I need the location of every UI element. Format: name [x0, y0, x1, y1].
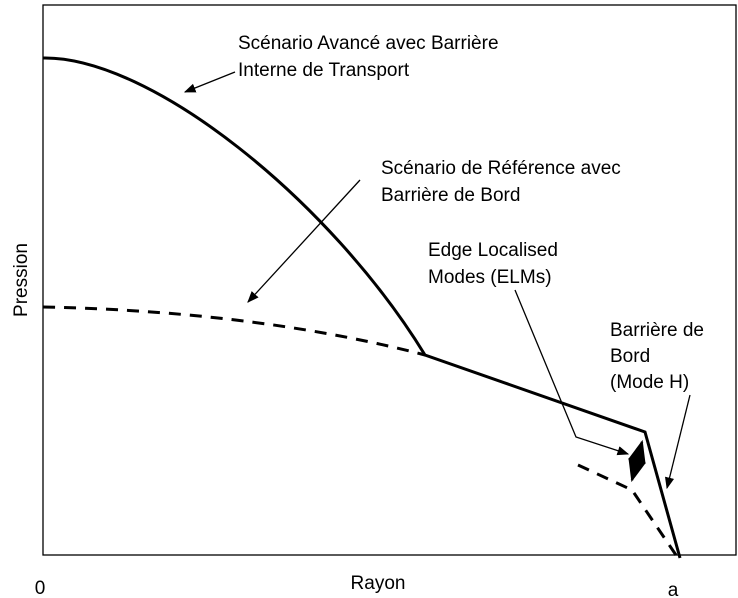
annotation-text: Edge Localised: [428, 240, 558, 261]
elm-curve: [577, 463, 680, 559]
elm-double-arrow: [628, 439, 646, 483]
annotation-arrow: [247, 179, 361, 303]
annotation-arrow: [664, 394, 691, 490]
annotation-text: Barrière de Bord: [381, 185, 520, 206]
annotation-text: (Mode H): [610, 372, 689, 393]
reference-scenario-curve: [42, 305, 426, 357]
annotation-arrow: [514, 289, 630, 456]
plot-frame: [42, 4, 737, 556]
annotation-text: Scénario Avancé avec Barrière: [238, 33, 499, 54]
annotation-text: Barrière de: [610, 320, 704, 341]
x-start-label: 0: [35, 578, 46, 598]
annotation-text: Scénario de Référence avec: [381, 158, 621, 179]
annotation-arrow: [183, 71, 236, 93]
annotation-text: Bord: [610, 346, 650, 367]
annotation-text: Modes (ELMs): [428, 267, 552, 288]
x-axis-label: Rayon: [351, 573, 406, 594]
annotation-text: Interne de Transport: [238, 60, 410, 81]
advanced-scenario-curve: [42, 56, 682, 559]
x-end-label: a: [668, 580, 679, 598]
y-axis-label: Pression: [11, 243, 32, 317]
